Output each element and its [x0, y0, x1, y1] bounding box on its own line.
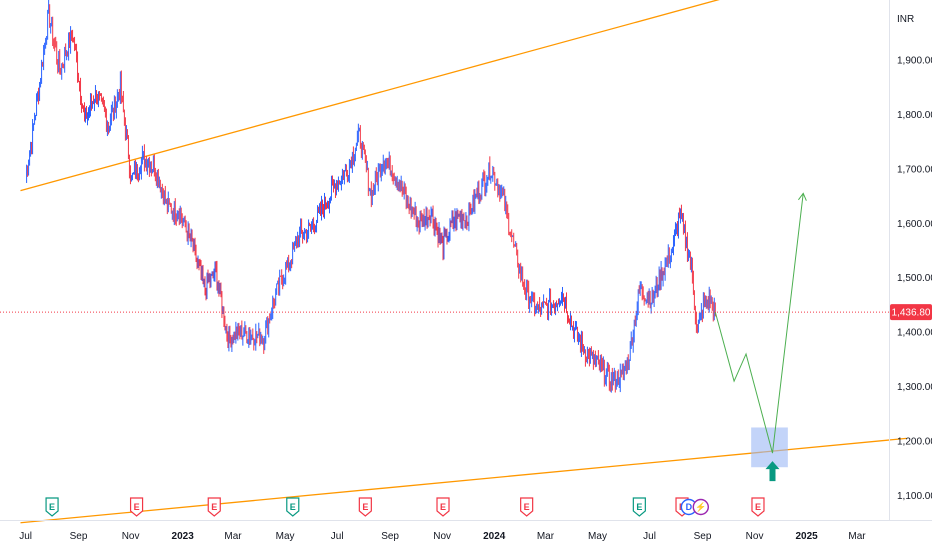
- marker-label: D: [686, 502, 693, 512]
- marker-label: E: [362, 502, 368, 512]
- x-tick-label: Nov: [122, 531, 140, 542]
- x-tick-label: Mar: [224, 531, 242, 542]
- time-axis[interactable]: Jul Sep Nov 2023 Mar May Jul Sep Nov 2024 Mar May Ju…: [0, 520, 932, 543]
- price-axis[interactable]: INR 1,100.00 1,200.00 1,300.00 1,400.00 1,50…: [889, 0, 932, 520]
- marker-label: E: [134, 502, 140, 512]
- earnings-marker[interactable]: E: [286, 497, 300, 517]
- earnings-marker[interactable]: E: [45, 497, 59, 517]
- marker-label: ⚡: [695, 501, 706, 513]
- y-tick-label: 1,900.00: [897, 55, 932, 66]
- x-tick-label: Mar: [537, 531, 555, 542]
- x-tick-label: Jul: [19, 531, 32, 542]
- y-tick-label: 1,700.00: [897, 164, 932, 175]
- marker-shape: [632, 497, 646, 517]
- earnings-marker[interactable]: E: [751, 497, 765, 517]
- marker-label: E: [524, 502, 530, 512]
- y-tick-label: 1,800.00: [897, 110, 932, 121]
- trendline-1[interactable]: [20, 0, 906, 192]
- marker-shape: [129, 497, 144, 517]
- x-tick-label: Nov: [433, 531, 451, 542]
- target-zone[interactable]: [751, 427, 788, 468]
- y-tick-label: 1,200.00: [897, 437, 932, 448]
- marker-label: E: [211, 502, 217, 512]
- price-series: [26, 0, 716, 393]
- marker-shape: [436, 497, 450, 517]
- x-tick-label: Nov: [746, 531, 764, 542]
- earnings-marker[interactable]: E: [520, 497, 534, 517]
- y-tick-label: 1,500.00: [897, 273, 932, 284]
- x-tick-label: Jul: [643, 531, 656, 542]
- y-tick-labels: 1,100.00 1,200.00 1,300.00 1,400.00 1,500.00…: [897, 55, 932, 502]
- up-arrow-shape: [765, 461, 780, 482]
- projection-arrowhead: [798, 192, 807, 201]
- projection-path[interactable]: [714, 193, 804, 454]
- marker-shape: [207, 497, 221, 517]
- last-price-badge: 1,436.80: [890, 304, 932, 321]
- earnings-marker[interactable]: E: [358, 497, 372, 517]
- marker-shape: [520, 497, 534, 517]
- y-tick-label: 1,600.00: [897, 219, 932, 230]
- marker-shape: [692, 498, 709, 516]
- x-tick-label: Sep: [694, 531, 712, 542]
- x-tick-labels: Jul Sep Nov 2023 Mar May Jul Sep Nov 2024 Mar May Ju…: [19, 531, 866, 542]
- x-tick-label: Jul: [331, 531, 344, 542]
- earnings-marker[interactable]: E: [129, 497, 144, 517]
- y-tick-label: 1,300.00: [897, 382, 932, 393]
- y-tick-label: 1,100.00: [897, 491, 932, 502]
- marker-label: E: [290, 502, 296, 512]
- currency-label: INR: [897, 14, 914, 25]
- marker-label: E: [440, 502, 446, 512]
- last-price-label: 1,436.80: [892, 308, 931, 319]
- x-tick-label: 2023: [172, 531, 195, 542]
- x-tick-label: Sep: [381, 531, 399, 542]
- x-tick-label: 2024: [483, 531, 506, 542]
- split-marker[interactable]: ⚡: [692, 498, 709, 516]
- marker-label: E: [49, 502, 55, 512]
- marker-shape: [358, 497, 372, 517]
- earnings-marker[interactable]: E: [632, 497, 646, 517]
- earnings-marker[interactable]: E: [436, 497, 450, 517]
- x-tick-label: Sep: [70, 531, 88, 542]
- marker-label: E: [755, 502, 761, 512]
- earnings-marker[interactable]: E: [207, 497, 221, 517]
- x-tick-label: May: [588, 531, 607, 542]
- y-tick-label: 1,400.00: [897, 328, 932, 339]
- x-tick-label: Mar: [848, 531, 866, 542]
- marker-shape: [751, 497, 765, 517]
- marker-shape: [45, 497, 59, 517]
- marker-shape: [286, 497, 300, 517]
- marker-label: E: [636, 502, 642, 512]
- up-arrow-icon: [765, 461, 780, 482]
- event-markers: EEEEEEEEED⚡E: [45, 497, 765, 517]
- x-tick-label: 2025: [796, 531, 819, 542]
- x-tick-label: May: [276, 531, 295, 542]
